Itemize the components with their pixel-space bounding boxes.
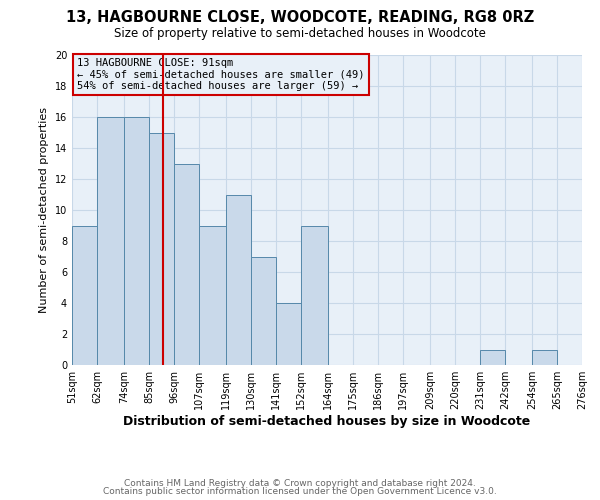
Text: 13, HAGBOURNE CLOSE, WOODCOTE, READING, RG8 0RZ: 13, HAGBOURNE CLOSE, WOODCOTE, READING, … [66,10,534,25]
Bar [199,226,226,365]
Bar [480,350,505,365]
Bar [301,226,328,365]
Bar [226,194,251,365]
Text: 13 HAGBOURNE CLOSE: 91sqm
← 45% of semi-detached houses are smaller (49)
54% of : 13 HAGBOURNE CLOSE: 91sqm ← 45% of semi-… [77,58,365,92]
Bar [72,226,97,365]
X-axis label: Distribution of semi-detached houses by size in Woodcote: Distribution of semi-detached houses by … [124,415,530,428]
Y-axis label: Number of semi-detached properties: Number of semi-detached properties [39,107,49,313]
Bar [124,117,149,365]
Bar [174,164,199,365]
Text: Contains public sector information licensed under the Open Government Licence v3: Contains public sector information licen… [103,488,497,496]
Bar [97,117,124,365]
Bar [251,256,276,365]
Text: Contains HM Land Registry data © Crown copyright and database right 2024.: Contains HM Land Registry data © Crown c… [124,478,476,488]
Bar [149,132,174,365]
Bar [532,350,557,365]
Text: Size of property relative to semi-detached houses in Woodcote: Size of property relative to semi-detach… [114,28,486,40]
Bar [276,303,301,365]
